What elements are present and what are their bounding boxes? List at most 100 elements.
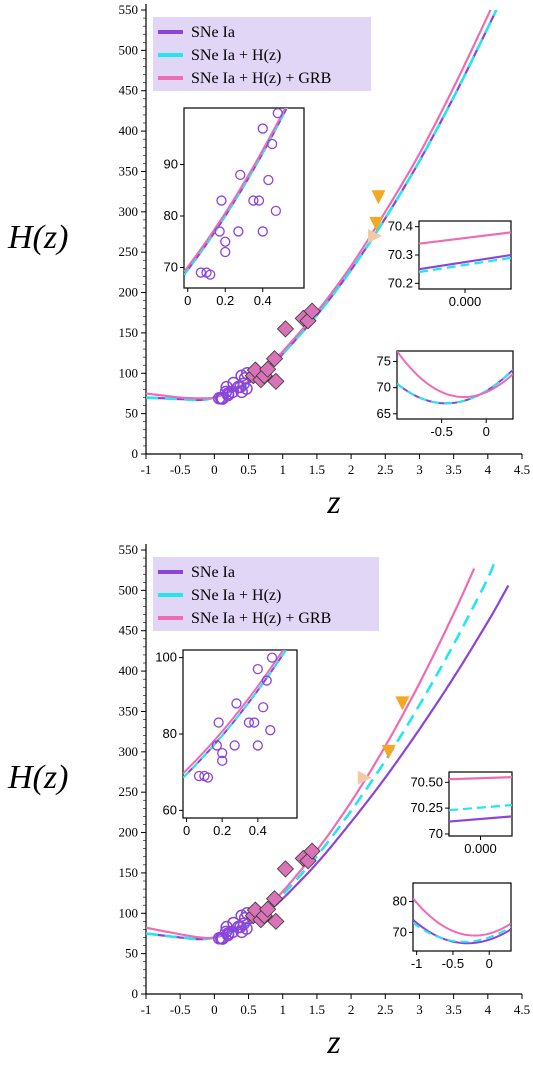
inset-data-circle [257, 226, 268, 237]
data-circle [240, 922, 253, 935]
x-tick-label: 0 [211, 1002, 218, 1017]
legend-label-0: SNe Ia [191, 24, 235, 41]
y-tick-label: 400 [119, 663, 139, 678]
inset-x-tick-label: 0.000 [464, 841, 497, 856]
legend-label-2: SNe Ia + H(z) + GRB [191, 610, 331, 627]
y-tick-label: 300 [119, 204, 139, 219]
x-tick-label: 3 [416, 462, 423, 477]
data-diamond [276, 320, 295, 338]
data-circle [219, 385, 233, 399]
inset-y-tick-label: 60 [163, 802, 177, 817]
inset-frame [183, 107, 305, 289]
x-axis-title: z [326, 1024, 340, 1061]
inset-data-circle [252, 740, 263, 751]
legend-label-0: SNe Ia [191, 564, 235, 581]
x-tick-label: 1 [279, 462, 286, 477]
inset-data-circle [257, 123, 268, 134]
inset-y-tick-label: 70.3 [388, 247, 413, 262]
inset-y-tick-label: 90 [164, 157, 178, 172]
x-tick-label: 3 [416, 1002, 423, 1017]
data-circle [240, 382, 253, 395]
x-tick-label: 0 [211, 462, 218, 477]
y-tick-label: 500 [119, 582, 139, 597]
y-tick-label: 50 [125, 946, 138, 961]
y-tick-label: 150 [119, 325, 139, 340]
inset-zoom-line-0 [418, 253, 512, 271]
x-tick-label: -0.5 [170, 462, 191, 477]
inset-data-circle [202, 772, 214, 783]
y-tick-label: 200 [119, 285, 139, 300]
y-tick-label: 400 [119, 123, 139, 138]
inset-data-circle [235, 169, 246, 181]
y-tick-label: 550 [119, 2, 139, 17]
inset-series-line-1 [184, 108, 288, 276]
x-tick-label: 1 [279, 1002, 286, 1017]
inset-x-tick-label: 0.4 [254, 293, 272, 308]
inset-series-line-1 [397, 369, 513, 405]
inset-data-circle [253, 195, 265, 206]
inset-series-line-2 [397, 351, 513, 398]
x-tick-label: 3.5 [446, 462, 462, 477]
data-diamond [259, 900, 277, 918]
inset-data-circle [252, 663, 263, 675]
inset-series-line-0 [413, 918, 511, 945]
x-tick-label: 4.5 [514, 462, 530, 477]
inset-data-circle [229, 740, 240, 751]
x-tick-label: 2 [348, 462, 355, 477]
legend-box [153, 557, 379, 631]
y-tick-label: 50 [125, 406, 138, 421]
x-tick-label: 4.5 [514, 1002, 530, 1017]
inset-y-tick-label: 80 [164, 208, 178, 223]
x-axis-title: z [326, 484, 340, 521]
inset-y-tick-label: 70 [429, 826, 443, 841]
inset-zoom-line-1 [448, 803, 513, 812]
inset-series-line-1 [413, 921, 511, 943]
y-tick-label: 100 [119, 905, 139, 920]
inset-zoom-line-2 [448, 776, 513, 781]
data-triangle [357, 770, 372, 785]
data-diamond [303, 842, 321, 860]
y-axis-title: H(z) [7, 219, 68, 256]
inset-y-tick-label: 70.50 [410, 774, 443, 789]
data-triangle [368, 229, 383, 244]
y-tick-label: 150 [119, 865, 139, 880]
inset-data-circle [261, 675, 272, 686]
y-tick-label: 500 [119, 42, 139, 57]
inset-zero-zoom: 70.2 70.3 70.4 0.000 [388, 219, 512, 309]
series-line-2 [146, 10, 492, 400]
inset-y-tick-label: 70.25 [410, 800, 443, 815]
y-tick-label: 450 [119, 83, 139, 98]
inset-zoom-line-2 [418, 231, 512, 245]
inset-y-tick-label: 70.4 [388, 219, 413, 234]
data-diamond [267, 372, 285, 390]
inset-frame [412, 882, 512, 952]
data-circle [219, 925, 233, 939]
x-tick-label: 4 [485, 1002, 492, 1017]
inset-y-tick-label: 70 [377, 380, 391, 395]
inset-data-circle [211, 740, 222, 751]
inset-data-circle [217, 747, 228, 759]
legend-label-1: SNe Ia + H(z) [191, 47, 281, 64]
inset-data-circle [265, 725, 276, 736]
inset-data-circle [263, 174, 274, 186]
inset-frame [418, 220, 512, 290]
inset-zero-zoom: 70.50 70.25 70 0.000 [410, 771, 513, 856]
inset-x-tick-label: 0 [183, 823, 190, 838]
inset-data-circle [266, 138, 278, 150]
y-tick-label: 450 [119, 623, 139, 638]
x-tick-label: -1 [141, 462, 152, 477]
inset-y-tick-label: 80 [393, 894, 407, 909]
data-diamond [265, 890, 284, 908]
inset-x-tick-label: 0 [184, 293, 191, 308]
inset-x-tick-label: -1 [411, 956, 423, 971]
y-tick-label: 550 [119, 542, 139, 557]
inset-series-line-2 [183, 650, 285, 775]
inset-data-circle [220, 236, 231, 247]
inset-minimum-zoom: -1 -0.5 0 70 80 [393, 882, 512, 971]
x-tick-label: 1.5 [309, 462, 325, 477]
inset-frame [448, 771, 513, 837]
inset-y-tick-label: 80 [163, 726, 177, 741]
